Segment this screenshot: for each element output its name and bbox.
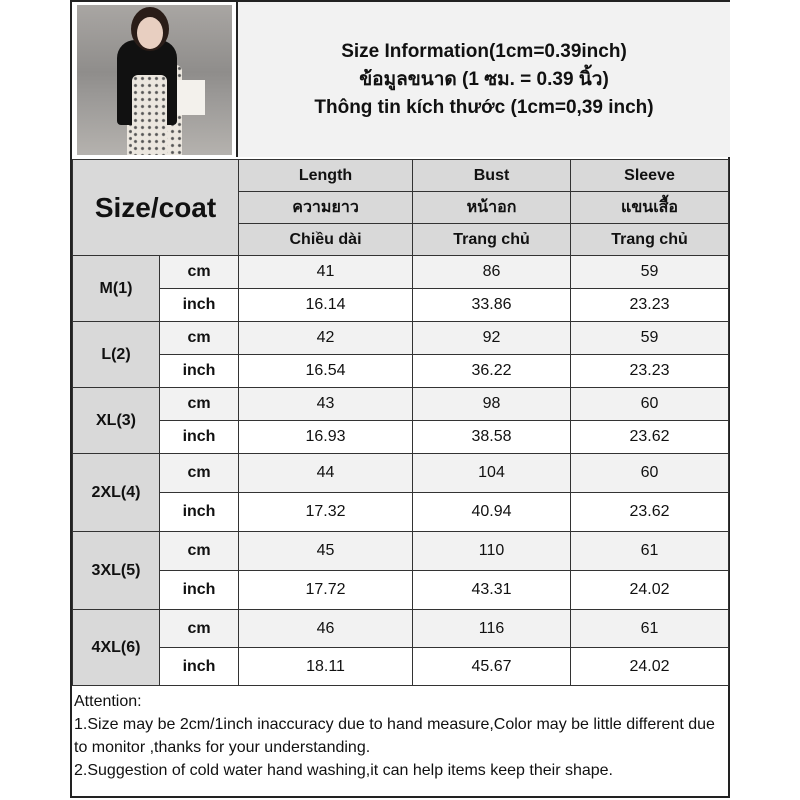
column-header-length: Length	[238, 159, 414, 192]
measurement-cell: 61	[570, 531, 730, 571]
title-english: Size Information(1cm=0.39inch)	[341, 40, 627, 62]
table-row-inch: inch 16.93 38.58 23.62	[73, 420, 730, 454]
product-photo	[77, 5, 232, 155]
column-header-sleeve: Sleeve	[570, 159, 730, 192]
unit-label: inch	[158, 492, 240, 532]
measurement-cell: 92	[412, 321, 572, 355]
measurement-cell: 18.11	[238, 647, 414, 686]
corner-label: Size/coat	[71, 159, 240, 256]
column-header-bust-thai: หน้าอก	[412, 191, 572, 224]
measurement-cell: 23.23	[570, 354, 730, 388]
measurement-cell: 23.23	[570, 288, 730, 322]
table-row-inch: inch 16.14 33.86 23.23	[73, 288, 730, 322]
unit-label: inch	[158, 354, 240, 388]
table-row-cm: 3XL(5) cm 45 110 61	[72, 531, 730, 610]
unit-label: cm	[158, 453, 240, 493]
table-row-inch: inch 18.11 45.67 24.02	[73, 647, 730, 686]
title-thai: ข้อมูลขนาด (1 ซม. = 0.39 นิ้ว)	[359, 68, 609, 90]
size-label: 3XL(5)	[72, 531, 160, 610]
measurement-cell: 41	[238, 255, 414, 289]
chart-header: Size Information(1cm=0.39inch) ข้อมูลขนา…	[72, 2, 730, 161]
size-chart: Size Information(1cm=0.39inch) ข้อมูลขนา…	[70, 0, 730, 798]
measurement-cell: 60	[570, 387, 730, 421]
measurement-cell: 42	[238, 321, 414, 355]
note-item: 1.Size may be 2cm/1inch inaccuracy due t…	[74, 716, 715, 756]
measurement-cell: 17.72	[238, 570, 414, 610]
unit-label: inch	[158, 570, 240, 610]
table-row-cm: M(1) cm 41 86 59	[72, 255, 730, 322]
table-row-cm: 4XL(6) cm 46 116 61	[72, 609, 730, 686]
table-row-inch: inch 16.54 36.22 23.23	[73, 354, 730, 388]
size-label: M(1)	[72, 255, 160, 322]
size-label: L(2)	[72, 321, 160, 388]
measurement-cell: 45.67	[412, 647, 572, 686]
measurement-cell: 59	[570, 255, 730, 289]
measurement-cell: 61	[570, 609, 730, 648]
size-label: 4XL(6)	[72, 609, 160, 686]
unit-label: cm	[158, 255, 240, 289]
attention-notes: Attention: 1.Size may be 2cm/1inch inacc…	[74, 690, 724, 782]
unit-label: cm	[158, 387, 240, 421]
header-row-english: Size/coat Length Bust Sleeve	[71, 159, 730, 256]
measurement-cell: 45	[238, 531, 414, 571]
notes-title: Attention:	[74, 693, 142, 710]
measurement-cell: 16.54	[238, 354, 414, 388]
measurement-cell: 98	[412, 387, 572, 421]
note-item: 2.Suggestion of cold water hand washing,…	[74, 762, 613, 779]
column-header-sleeve-thai: แขนเสื้อ	[570, 191, 730, 224]
measurement-cell: 86	[412, 255, 572, 289]
measurement-cell: 36.22	[412, 354, 572, 388]
measurement-cell: 59	[570, 321, 730, 355]
measurement-cell: 46	[238, 609, 414, 648]
measurement-cell: 16.93	[238, 420, 414, 454]
measurement-cell: 43	[238, 387, 414, 421]
measurement-cell: 17.32	[238, 492, 414, 532]
measurement-cell: 116	[412, 609, 572, 648]
measurement-cell: 110	[412, 531, 572, 571]
measurement-cell: 24.02	[570, 647, 730, 686]
unit-label: inch	[158, 647, 240, 686]
measurement-cell: 44	[238, 453, 414, 493]
measurement-cell: 33.86	[412, 288, 572, 322]
measurement-cell: 43.31	[412, 570, 572, 610]
column-header-length-vietnamese: Chiều dài	[238, 223, 414, 256]
measurement-cell: 24.02	[570, 570, 730, 610]
size-label: XL(3)	[72, 387, 160, 454]
table-row-inch: inch 17.32 40.94 23.62	[73, 492, 730, 532]
column-header-bust-vietnamese: Trang chủ	[412, 223, 572, 256]
table-row-inch: inch 17.72 43.31 24.02	[73, 570, 730, 610]
table-row-cm: L(2) cm 42 92 59	[72, 321, 730, 388]
header-row-vietnamese: Chiều dài Trang chủ Trang chủ	[73, 223, 730, 256]
size-label: 2XL(4)	[72, 453, 160, 532]
measurement-cell: 38.58	[412, 420, 572, 454]
unit-label: cm	[158, 531, 240, 571]
column-header-sleeve-vietnamese: Trang chủ	[570, 223, 730, 256]
unit-label: inch	[158, 420, 240, 454]
size-table: Size/coat Length Bust Sleeve ความยาว หน้…	[71, 159, 730, 686]
column-header-length-thai: ความยาว	[238, 191, 414, 224]
measurement-cell: 23.62	[570, 420, 730, 454]
table-row-cm: XL(3) cm 43 98 60	[72, 387, 730, 454]
title-vietnamese: Thông tin kích thước (1cm=0,39 inch)	[314, 96, 654, 118]
measurement-cell: 60	[570, 453, 730, 493]
measurement-cell: 104	[412, 453, 572, 493]
header-row-thai: ความยาว หน้าอก แขนเสื้อ	[73, 191, 730, 224]
measurement-cell: 16.14	[238, 288, 414, 322]
unit-label: cm	[158, 609, 240, 648]
table-row-cm: 2XL(4) cm 44 104 60	[72, 453, 730, 532]
column-header-bust: Bust	[412, 159, 572, 192]
measurement-cell: 23.62	[570, 492, 730, 532]
unit-label: cm	[158, 321, 240, 355]
unit-label: inch	[158, 288, 240, 322]
size-information-title: Size Information(1cm=0.39inch) ข้อมูลขนา…	[236, 2, 730, 157]
measurement-cell: 40.94	[412, 492, 572, 532]
